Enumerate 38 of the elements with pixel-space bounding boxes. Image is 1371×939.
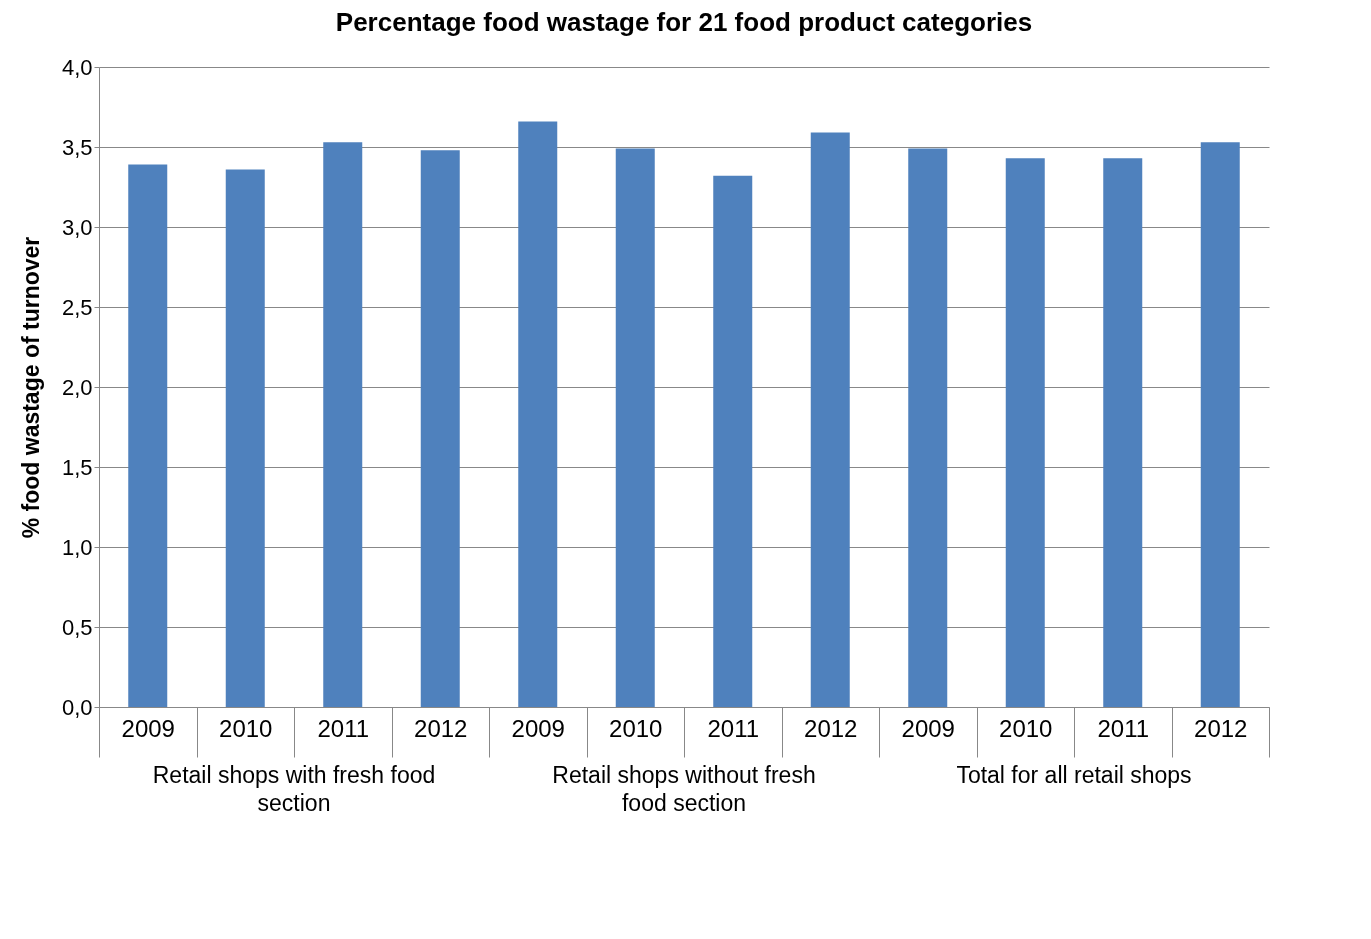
x-tick-label: 2011: [317, 714, 370, 742]
y-tick-label: 0,5: [61, 614, 93, 640]
y-tick-label: 2,5: [61, 294, 93, 320]
x-tick-label: 2010: [999, 714, 1053, 742]
x-tick-label: 2009: [121, 714, 175, 742]
text: Total for all retail shops: [956, 762, 1192, 788]
chart-title: Percentage food wastage for 21 food product categories: [335, 7, 1033, 37]
x-tick-label: 2009: [901, 714, 955, 742]
y-axis-title: % food wastage of turnover: [17, 236, 44, 539]
y-tick-label: 3,0: [61, 214, 93, 240]
bar: [1005, 158, 1045, 707]
x-tick-label: 2010: [219, 714, 273, 742]
bar: [810, 132, 850, 707]
y-tick-label: 3,5: [61, 134, 93, 160]
bar: [615, 148, 655, 707]
x-tick-label: 2012: [1194, 714, 1248, 742]
x-tick-label: 2012: [414, 714, 468, 742]
bar: [128, 164, 168, 707]
y-tick-label: 4,0: [61, 54, 93, 80]
text: Retail shops without fresh food section: [552, 762, 816, 816]
x-tick-label: 2009: [511, 714, 565, 742]
y-tick-label: 2,0: [61, 374, 93, 400]
bar: [713, 175, 753, 707]
y-tick-label: 1,0: [61, 534, 93, 560]
y-tick-label: 0,0: [61, 694, 93, 720]
bar: [420, 150, 460, 707]
x-tick-label: 2011: [1097, 714, 1150, 742]
bar: [518, 121, 558, 707]
bar: [323, 142, 363, 707]
bar: [1103, 158, 1143, 707]
y-tick-label: 1,5: [61, 454, 93, 480]
x-tick-label: 2010: [609, 714, 663, 742]
x-tick-label: 2011: [707, 714, 760, 742]
bar: [225, 169, 265, 707]
bar: [908, 148, 948, 707]
bar: [1200, 142, 1240, 707]
x-tick-label: 2012: [804, 714, 858, 742]
text: Retail shops with fresh food section: [152, 762, 436, 816]
